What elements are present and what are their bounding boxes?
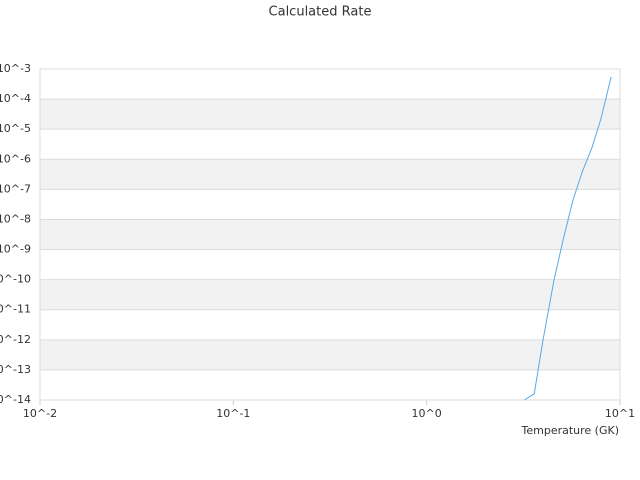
y-tick-label: 10^-10 (0, 273, 31, 286)
y-tick-label: 10^-13 (0, 363, 31, 376)
grid-band (40, 339, 620, 370)
x-tick-label: 10^-2 (23, 407, 57, 420)
y-tick-label: 10^-8 (0, 212, 31, 225)
grid-band (40, 279, 620, 310)
grid-band (40, 219, 620, 250)
grid-band (40, 99, 620, 130)
y-tick-label: 10^-12 (0, 333, 31, 346)
y-tick-label: 10^-14 (0, 393, 31, 406)
data-line (524, 76, 612, 401)
x-axis-label: Temperature (GK) (521, 424, 620, 437)
x-tick-label: 10^-1 (216, 407, 250, 420)
y-tick-label: 10^-9 (0, 243, 31, 256)
x-tick-label: 10^0 (412, 407, 442, 420)
x-tick-label: 10^1 (605, 407, 635, 420)
y-tick-label: 10^-11 (0, 303, 31, 316)
plot-frame (39, 68, 621, 401)
grid-band (40, 159, 620, 190)
y-tick-label: 10^-3 (0, 62, 31, 75)
y-tick-label: 10^-7 (0, 182, 31, 195)
chart-title: Calculated Rate (269, 5, 372, 20)
y-tick-label: 10^-4 (0, 92, 31, 105)
y-tick-label: 10^-6 (0, 152, 31, 165)
y-tick-label: 10^-5 (0, 122, 31, 135)
